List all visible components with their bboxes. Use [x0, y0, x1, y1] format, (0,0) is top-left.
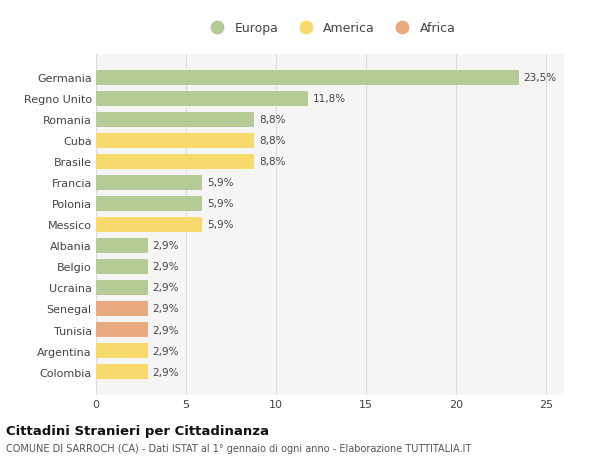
- Bar: [96, 71, 519, 86]
- Bar: [96, 154, 254, 169]
- Text: COMUNE DI SARROCH (CA) - Dati ISTAT al 1° gennaio di ogni anno - Elaborazione TU: COMUNE DI SARROCH (CA) - Dati ISTAT al 1…: [6, 443, 471, 453]
- Legend: Europa, America, Africa: Europa, America, Africa: [199, 17, 461, 40]
- Text: 23,5%: 23,5%: [523, 73, 557, 83]
- Bar: [96, 364, 148, 379]
- Text: 11,8%: 11,8%: [313, 94, 346, 104]
- Text: 2,9%: 2,9%: [152, 262, 179, 272]
- Text: 2,9%: 2,9%: [152, 283, 179, 293]
- Text: 8,8%: 8,8%: [259, 157, 286, 167]
- Text: 5,9%: 5,9%: [206, 178, 233, 188]
- Text: 2,9%: 2,9%: [152, 304, 179, 314]
- Bar: [96, 218, 202, 232]
- Bar: [96, 175, 202, 190]
- Bar: [96, 196, 202, 212]
- Text: 2,9%: 2,9%: [152, 241, 179, 251]
- Bar: [96, 322, 148, 337]
- Bar: [96, 238, 148, 253]
- Text: 2,9%: 2,9%: [152, 346, 179, 356]
- Bar: [96, 280, 148, 296]
- Text: Cittadini Stranieri per Cittadinanza: Cittadini Stranieri per Cittadinanza: [6, 424, 269, 437]
- Text: 8,8%: 8,8%: [259, 136, 286, 146]
- Text: 5,9%: 5,9%: [206, 220, 233, 230]
- Text: 8,8%: 8,8%: [259, 115, 286, 125]
- Bar: [96, 112, 254, 128]
- Bar: [96, 301, 148, 316]
- Bar: [96, 91, 308, 106]
- Bar: [96, 259, 148, 274]
- Text: 2,9%: 2,9%: [152, 325, 179, 335]
- Text: 2,9%: 2,9%: [152, 367, 179, 377]
- Bar: [96, 343, 148, 358]
- Text: 5,9%: 5,9%: [206, 199, 233, 209]
- Bar: [96, 134, 254, 149]
